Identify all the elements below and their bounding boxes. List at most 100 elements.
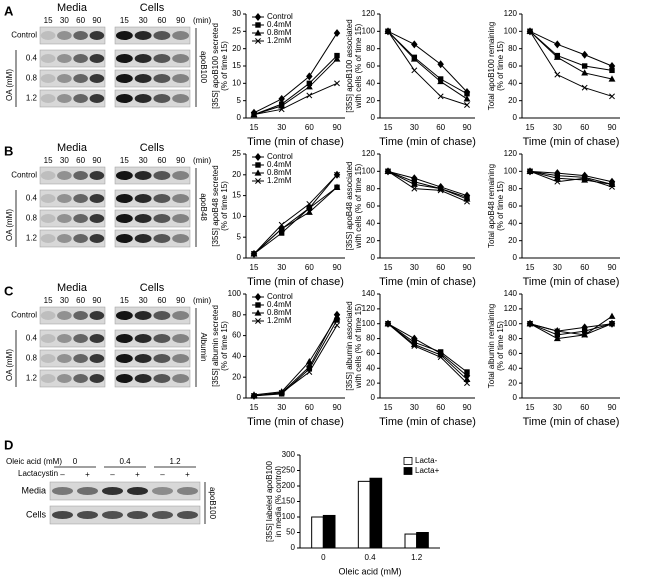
series-line bbox=[529, 30, 613, 71]
blot-band bbox=[73, 194, 88, 203]
x-tick-label: 30 bbox=[410, 263, 419, 272]
marker bbox=[609, 67, 615, 74]
legend-marker bbox=[255, 38, 261, 44]
blot-band bbox=[172, 54, 190, 63]
time-label: 60 bbox=[76, 296, 85, 305]
blot-band bbox=[134, 354, 152, 363]
marker bbox=[251, 392, 257, 399]
row-label: 0.4 bbox=[26, 54, 38, 63]
y-axis-label: (% of time 15) bbox=[496, 181, 505, 231]
blot-strip bbox=[39, 209, 106, 228]
blot-strip bbox=[39, 49, 106, 68]
blot-band bbox=[153, 54, 171, 63]
blot-band bbox=[115, 31, 133, 40]
blot-band bbox=[73, 374, 88, 383]
y-tick-label: 80 bbox=[366, 44, 375, 53]
blot-band bbox=[115, 74, 133, 83]
time-unit: (min) bbox=[193, 156, 212, 165]
blot-band bbox=[57, 94, 72, 103]
blot-band bbox=[172, 311, 190, 320]
blot-strip bbox=[114, 26, 191, 45]
marker bbox=[527, 320, 533, 327]
marker bbox=[554, 71, 561, 78]
blot-band bbox=[73, 31, 88, 40]
y-tick-label: 15 bbox=[232, 61, 241, 70]
x-axis-label: Time (min of chase) bbox=[379, 416, 476, 428]
blot-band bbox=[153, 234, 171, 243]
y-tick-label: 100 bbox=[504, 319, 518, 328]
time-label: 30 bbox=[139, 16, 148, 25]
marker bbox=[581, 331, 588, 338]
oleic-label: Oleic acid (mM) bbox=[6, 457, 62, 466]
dose-label: 0.4 bbox=[119, 457, 131, 466]
marker bbox=[278, 225, 286, 232]
sign-label: + bbox=[185, 470, 190, 479]
y-tick-label: 20 bbox=[508, 96, 517, 105]
x-tick-label: 0.4 bbox=[364, 553, 376, 562]
marker bbox=[410, 55, 418, 62]
legend-label: Control bbox=[267, 292, 293, 301]
blot-band bbox=[73, 214, 88, 223]
y-axis-label: Total apoB100 remaining bbox=[487, 22, 496, 111]
sign-label: + bbox=[135, 470, 140, 479]
legend-label: 1.2mM bbox=[267, 176, 292, 185]
row-label: Control bbox=[11, 311, 37, 320]
x-tick-label: 90 bbox=[333, 123, 342, 132]
x-tick-label: 90 bbox=[608, 403, 617, 412]
row-label: Cells bbox=[26, 509, 47, 519]
y-tick-label: 0 bbox=[291, 543, 296, 552]
blot-band bbox=[73, 171, 88, 180]
treatment-label: OA (mM) bbox=[5, 69, 14, 101]
series-line bbox=[387, 323, 468, 373]
cells-label: Cells bbox=[140, 2, 165, 14]
time-label: 30 bbox=[60, 156, 69, 165]
blot-strip bbox=[39, 26, 106, 45]
legend-label: 1.2mM bbox=[267, 36, 292, 45]
marker bbox=[278, 230, 285, 236]
blot-band bbox=[115, 374, 133, 383]
marker bbox=[463, 95, 471, 102]
marker bbox=[464, 102, 470, 108]
marker bbox=[278, 94, 285, 103]
marker bbox=[305, 208, 313, 215]
sign-label: – bbox=[110, 470, 115, 479]
y-tick-label: 40 bbox=[366, 363, 375, 372]
time-label: 90 bbox=[176, 296, 185, 305]
marker bbox=[278, 221, 285, 228]
y-tick-label: 120 bbox=[504, 9, 518, 18]
blot-band bbox=[153, 94, 171, 103]
cells-label: Cells bbox=[140, 282, 165, 294]
legend-label: 0.4mM bbox=[267, 300, 292, 309]
media-label: Media bbox=[57, 2, 88, 14]
blot-band bbox=[89, 94, 105, 103]
y-tick-label: 60 bbox=[508, 61, 517, 70]
row-label: 1.2 bbox=[26, 234, 38, 243]
y-tick-label: 0 bbox=[371, 253, 376, 262]
bar bbox=[404, 533, 418, 549]
y-axis-label: (% of time 15) bbox=[220, 181, 229, 231]
y-tick-label: 100 bbox=[362, 26, 376, 35]
blot-band bbox=[57, 74, 72, 83]
blot-band bbox=[89, 74, 105, 83]
legend-swatch bbox=[403, 467, 413, 475]
bar bbox=[322, 514, 336, 549]
x-tick-label: 60 bbox=[436, 263, 445, 272]
blot-band bbox=[77, 511, 98, 519]
time-label: 30 bbox=[139, 156, 148, 165]
x-tick-label: 60 bbox=[305, 123, 314, 132]
blot-band bbox=[77, 487, 98, 495]
y-tick-label: 20 bbox=[366, 236, 375, 245]
marker bbox=[527, 168, 533, 175]
x-axis-label: Time (min of chase) bbox=[379, 276, 476, 288]
x-axis-label: Time (min of chase) bbox=[523, 136, 620, 148]
y-axis-label: [35S] apoB48 associated bbox=[345, 162, 354, 251]
marker bbox=[278, 102, 286, 109]
series-line bbox=[253, 319, 338, 397]
y-tick-label: 30 bbox=[232, 9, 241, 18]
x-tick-label: 15 bbox=[250, 263, 259, 272]
time-label: 30 bbox=[60, 296, 69, 305]
blot-band bbox=[153, 194, 171, 203]
y-tick-label: 40 bbox=[232, 352, 241, 361]
legend-marker bbox=[255, 302, 261, 308]
